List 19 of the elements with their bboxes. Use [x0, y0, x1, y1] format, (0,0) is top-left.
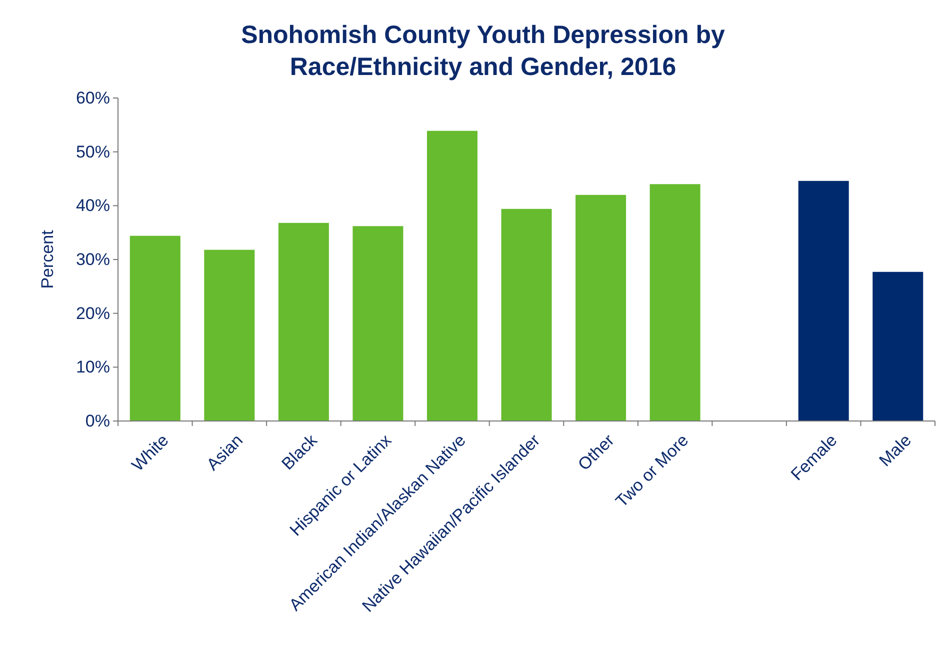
y-tick-label: 60%	[76, 88, 110, 108]
bar	[352, 226, 404, 421]
y-tick-label: 50%	[76, 142, 110, 162]
bar	[130, 236, 180, 421]
bar	[872, 272, 924, 421]
bar	[798, 180, 849, 421]
y-tick-label: 0%	[85, 411, 110, 430]
y-axis-title: Percent	[38, 230, 57, 289]
bar	[426, 130, 478, 421]
bar	[204, 250, 255, 421]
bar	[501, 208, 552, 421]
bar	[278, 222, 329, 421]
y-tick-label: 30%	[76, 250, 110, 269]
y-tick-label: 40%	[76, 196, 110, 216]
bar	[650, 184, 700, 421]
bar	[576, 194, 626, 421]
chart-title: Snohomish County Youth Depression by Race/Ethnicity and Gender, 2016	[241, 21, 726, 81]
y-tick-label: 10%	[76, 358, 110, 377]
y-tick-label: 20%	[76, 304, 110, 323]
